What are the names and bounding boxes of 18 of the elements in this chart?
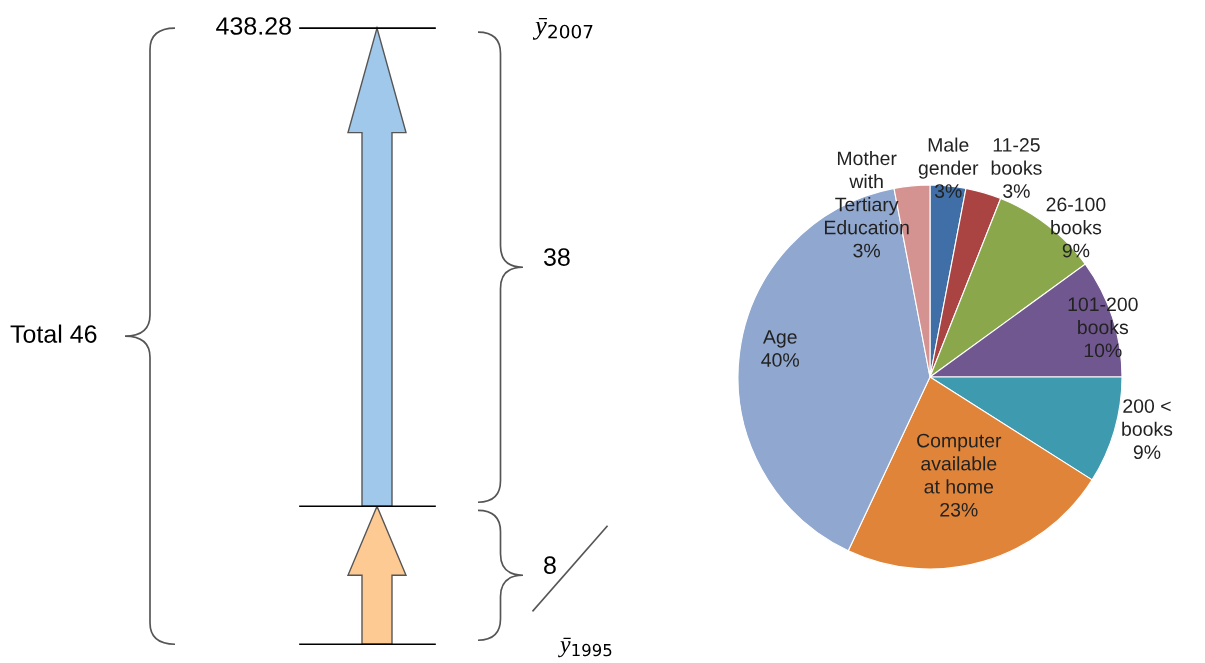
data-label: 40% bbox=[761, 353, 800, 367]
text: 8 bbox=[544, 556, 556, 574]
text: ȳ$_{1995}$ bbox=[558, 637, 612, 658]
data-label: 3% bbox=[853, 243, 880, 258]
data-label: 3% bbox=[1003, 184, 1030, 198]
data-label: 23% bbox=[940, 502, 978, 517]
slice-label: 200 < books bbox=[1122, 399, 1173, 436]
slice-label: Computer available at home bbox=[917, 433, 1002, 494]
slice-label: 26-100 books bbox=[1046, 197, 1106, 235]
data-label: 3% bbox=[934, 184, 962, 198]
slice-label: Age bbox=[762, 330, 797, 348]
slice-label: Male gender bbox=[918, 137, 979, 179]
text: ȳ$_{2007}$ bbox=[532, 17, 593, 40]
text: Total 46 bbox=[10, 324, 97, 343]
data-label: 9% bbox=[1133, 445, 1161, 460]
slice-label: 11-25 books bbox=[991, 138, 1042, 175]
text: 38 bbox=[543, 248, 570, 266]
text: 438.28 bbox=[216, 17, 291, 35]
